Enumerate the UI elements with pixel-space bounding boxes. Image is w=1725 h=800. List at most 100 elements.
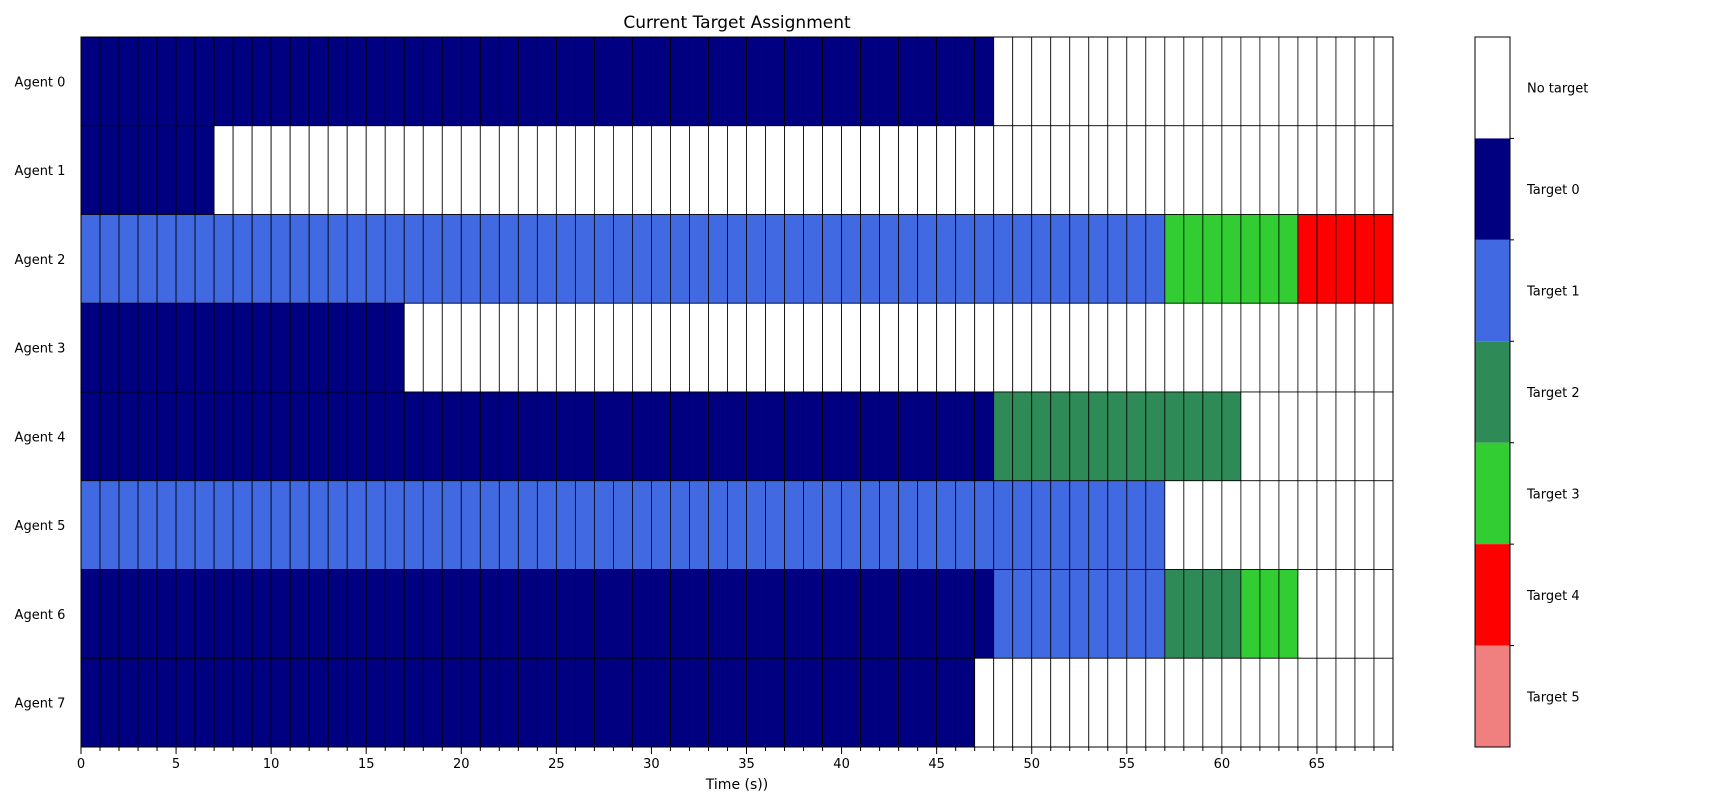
cell-agent-6-t37 [784, 569, 804, 659]
cell-agent-0-t37 [784, 36, 804, 127]
cell-agent-2-t1 [99, 214, 120, 304]
cell-agent-4-t32 [689, 391, 709, 482]
cell-agent-1-t67 [1354, 125, 1375, 215]
cell-agent-5-t4 [156, 480, 177, 570]
cell-agent-5-t58 [1183, 480, 1204, 570]
cell-agent-6-t66 [1335, 569, 1356, 659]
cell-agent-2-t56 [1145, 214, 1166, 304]
cell-agent-1-t50 [1031, 125, 1052, 215]
cell-agent-4-t64 [1297, 391, 1318, 482]
cell-agent-0-t7 [213, 36, 234, 127]
cell-agent-5-t18 [422, 480, 443, 570]
cell-agent-5-t24 [536, 480, 557, 570]
cell-agent-5-t15 [365, 480, 386, 570]
cell-agent-2-t45 [936, 214, 957, 304]
cell-agent-0-t11 [289, 36, 310, 127]
cell-agent-4-t12 [308, 391, 329, 482]
cell-agent-6-t13 [327, 569, 348, 659]
cell-agent-1-t32 [689, 125, 709, 215]
cell-agent-7-t62 [1259, 657, 1280, 748]
cell-agent-5-t50 [1031, 480, 1052, 570]
cell-agent-7-t2 [118, 657, 139, 748]
cell-agent-0-t4 [156, 36, 177, 127]
cell-agent-4-t57 [1164, 391, 1185, 482]
cell-agent-5-t34 [727, 480, 747, 570]
cell-agent-7-t42 [879, 657, 900, 748]
cell-agent-2-t42 [879, 214, 900, 304]
cell-agent-7-t27 [593, 657, 614, 748]
cell-agent-5-t55 [1126, 480, 1147, 570]
cell-agent-0-t34 [727, 36, 747, 127]
cell-agent-2-t36 [765, 214, 785, 304]
cell-agent-0-t47 [974, 36, 995, 127]
cell-agent-1-t6 [194, 125, 215, 215]
cell-agent-6-t25 [555, 569, 576, 659]
cell-agent-6-t17 [403, 569, 424, 659]
x-tick-label-55: 55 [1119, 757, 1136, 772]
cell-agent-1-t40 [841, 125, 861, 215]
cell-agent-3-t57 [1164, 302, 1185, 393]
cell-agent-6-t36 [765, 569, 785, 659]
cell-agent-0-t41 [860, 36, 881, 127]
cell-agent-2-t7 [213, 214, 234, 304]
cell-agent-4-t54 [1107, 391, 1128, 482]
cell-agent-5-t2 [118, 480, 139, 570]
cell-agent-3-t21 [479, 302, 500, 393]
cell-agent-5-t49 [1012, 480, 1033, 570]
cell-agent-1-t45 [936, 125, 957, 215]
x-tick-label-20: 20 [453, 757, 470, 772]
cell-agent-7-t43 [898, 657, 919, 748]
cell-agent-4-t10 [270, 391, 291, 482]
x-tick-label-0: 0 [77, 757, 85, 772]
cell-agent-0-t15 [365, 36, 386, 127]
cell-agent-6-t38 [803, 569, 823, 659]
cell-agent-5-t56 [1145, 480, 1166, 570]
cell-agent-3-t28 [613, 302, 633, 393]
cell-agent-6-t18 [422, 569, 443, 659]
cell-agent-3-t18 [422, 302, 443, 393]
cell-agent-6-t3 [137, 569, 158, 659]
cell-agent-3-t44 [917, 302, 938, 393]
cell-agent-2-t66 [1335, 214, 1356, 304]
cell-agent-7-t28 [613, 657, 633, 748]
colorbar-swatch-target-2 [1475, 341, 1510, 443]
cell-agent-2-t29 [632, 214, 652, 304]
cell-agent-3-t16 [384, 302, 405, 393]
cell-agent-1-t65 [1316, 125, 1337, 215]
cell-agent-7-t46 [955, 657, 976, 748]
cell-agent-6-t12 [308, 569, 329, 659]
cell-agent-0-t33 [708, 36, 728, 127]
cell-agent-7-t41 [860, 657, 881, 748]
cell-agent-4-t37 [784, 391, 804, 482]
colorbar-label-no-target: No target [1527, 82, 1588, 97]
cell-agent-6-t30 [651, 569, 671, 659]
cell-agent-4-t35 [746, 391, 766, 482]
cell-agent-7-t7 [213, 657, 234, 748]
cell-agent-2-t40 [841, 214, 861, 304]
cell-agent-6-t55 [1126, 569, 1147, 659]
cell-agent-1-t66 [1335, 125, 1356, 215]
cell-agent-0-t53 [1088, 36, 1109, 127]
cell-agent-7-t17 [403, 657, 424, 748]
cell-agent-5-t26 [574, 480, 595, 570]
heatmap-cells [80, 36, 1394, 748]
cell-agent-1-t0 [80, 125, 101, 215]
cell-agent-7-t64 [1297, 657, 1318, 748]
cell-agent-6-t42 [879, 569, 900, 659]
colorbar-swatch-target-4 [1475, 544, 1510, 646]
cell-agent-4-t29 [632, 391, 652, 482]
cell-agent-1-t48 [993, 125, 1014, 215]
cell-agent-7-t34 [727, 657, 747, 748]
cell-agent-0-t68 [1373, 36, 1394, 127]
cell-agent-7-t12 [308, 657, 329, 748]
cell-agent-0-t30 [651, 36, 671, 127]
cell-agent-4-t2 [118, 391, 139, 482]
cell-agent-7-t56 [1145, 657, 1166, 748]
cell-agent-2-t68 [1373, 214, 1394, 304]
cell-agent-4-t59 [1202, 391, 1223, 482]
agent-label-1: Agent 1 [15, 164, 66, 179]
cell-agent-5-t6 [194, 480, 215, 570]
cell-agent-1-t23 [517, 125, 538, 215]
colorbar-swatch-target-5 [1475, 645, 1510, 747]
cell-agent-6-t47 [974, 569, 995, 659]
